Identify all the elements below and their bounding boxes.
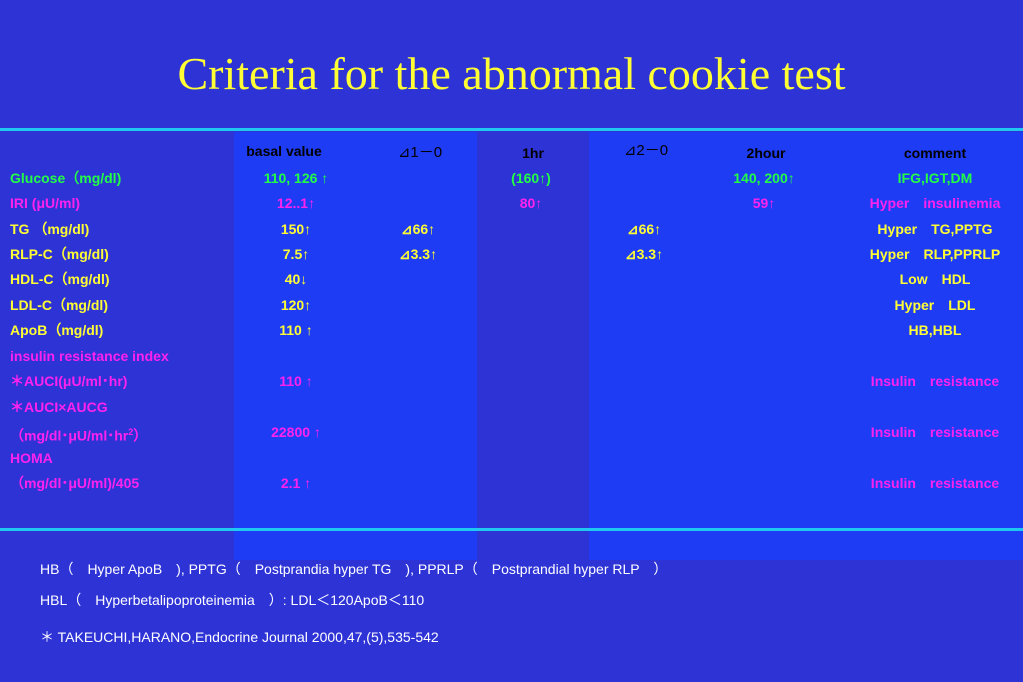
cell-d20: ⊿3.3↑ bbox=[624, 246, 664, 262]
right-panel bbox=[589, 132, 1023, 560]
row-label: ＊AUCI(μU/ml･hr) bbox=[10, 373, 128, 389]
cell-comment: Hyper LDL bbox=[894, 297, 976, 313]
cell-basal: 12..1↑ bbox=[276, 195, 316, 211]
footnote-abbreviations-2: HBL（ Hyperbetalipoproteinemia ）: LDL＜120… bbox=[40, 592, 425, 608]
cell-comment: HB,HBL bbox=[908, 322, 962, 338]
header-delta-2-0: ⊿2－0 bbox=[623, 142, 669, 159]
footnote-abbreviations-1: HB（ Hyper ApoB ), PPTG（ Postprandia hype… bbox=[40, 561, 668, 577]
row-label: TG （mg/dl) bbox=[10, 221, 90, 237]
cell-basal: 150↑ bbox=[280, 221, 312, 237]
header-1hr: 1hr bbox=[522, 145, 544, 161]
cell-hr1: (160↑) bbox=[511, 170, 551, 186]
cell-hr2: 59↑ bbox=[752, 195, 776, 211]
cell-d20: ⊿66↑ bbox=[626, 221, 662, 237]
header-basal-value: basal value bbox=[246, 143, 322, 159]
row-label: RLP-C（mg/dl) bbox=[10, 246, 109, 262]
cell-basal: 110, 126 ↑ bbox=[263, 170, 329, 186]
cell-comment: Insulin resistance bbox=[870, 424, 1000, 440]
cell-basal: 110 ↑ bbox=[279, 322, 313, 338]
header-comment: comment bbox=[903, 145, 967, 161]
row-label: Glucose（mg/dl) bbox=[10, 170, 122, 186]
cell-comment: Insulin resistance bbox=[870, 373, 1000, 389]
cell-comment: IFG,IGT,DM bbox=[897, 170, 973, 186]
row-label: LDL-C（mg/dl) bbox=[10, 297, 108, 313]
row-label: HDL-C（mg/dl) bbox=[10, 271, 110, 287]
slide-title: Criteria for the abnormal cookie test bbox=[177, 48, 846, 99]
basal-panel bbox=[234, 132, 477, 560]
footnote-reference: ＊ TAKEUCHI,HARANO,Endocrine Journal 2000… bbox=[40, 629, 439, 645]
row-label: （mg/dl･μU/ml)/405 bbox=[10, 475, 140, 491]
cell-basal: 120↑ bbox=[280, 297, 312, 313]
top-divider bbox=[0, 128, 1023, 131]
row-label: insulin resistance index bbox=[10, 348, 169, 364]
row-label: IRI (μU/ml) bbox=[10, 195, 81, 211]
cell-hr1: 80↑ bbox=[519, 195, 543, 211]
bottom-divider bbox=[0, 528, 1023, 531]
cell-comment: Insulin resistance bbox=[870, 475, 1000, 491]
cell-basal: 22800 ↑ bbox=[271, 424, 321, 440]
cell-d10: ⊿3.3↑ bbox=[398, 246, 438, 262]
header-delta-1-0: ⊿1－0 bbox=[397, 144, 443, 161]
cell-hr2: 140, 200↑ bbox=[733, 170, 795, 186]
row-label: ＊AUCI×AUCG bbox=[10, 399, 108, 415]
cell-comment: Low HDL bbox=[899, 271, 971, 287]
row-label: （mg/dl･μU/ml･hr2） bbox=[10, 427, 148, 444]
cell-comment: Hyper TG,PPTG bbox=[877, 221, 993, 237]
cell-basal: 2.1 ↑ bbox=[280, 475, 312, 491]
cell-basal: 110 ↑ bbox=[279, 373, 313, 389]
cell-d10: ⊿66↑ bbox=[400, 221, 436, 237]
header-2hour: 2hour bbox=[746, 145, 786, 161]
row-label: HOMA bbox=[10, 450, 53, 466]
cell-basal: 40↓ bbox=[284, 271, 308, 287]
cell-comment: Hyper insulinemia bbox=[869, 195, 1001, 211]
cell-comment: Hyper RLP,PPRLP bbox=[869, 246, 1001, 262]
cell-basal: 7.5↑ bbox=[282, 246, 310, 262]
row-label: ApoB（mg/dl) bbox=[10, 322, 104, 338]
